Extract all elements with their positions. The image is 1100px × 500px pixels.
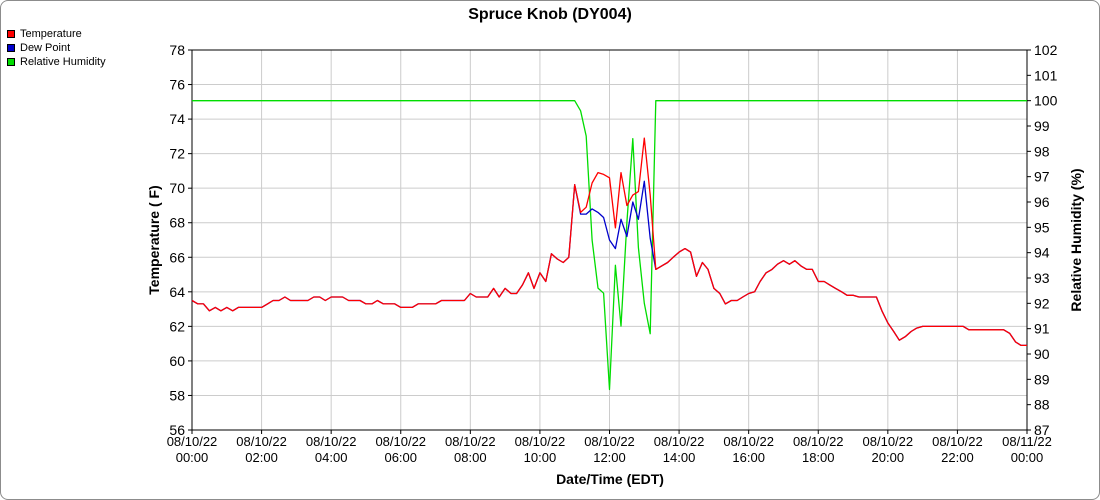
x-tick-label-date: 08/10/22 (932, 434, 983, 449)
y-tick-label: 74 (169, 111, 185, 127)
y-tick-label: 58 (169, 387, 185, 403)
y2-tick-label: 93 (1034, 270, 1050, 286)
legend-item-dew-point: Dew Point (7, 41, 106, 55)
y-axis-label: Temperature ( F) (146, 185, 162, 294)
y-tick-label: 60 (169, 353, 185, 369)
x-tick-label-date: 08/10/22 (793, 434, 844, 449)
series-layer (191, 100, 1027, 391)
x-tick-label-date: 08/10/22 (167, 434, 218, 449)
x-tick-label-time: 10:00 (524, 450, 557, 465)
legend-item-temperature: Temperature (7, 27, 106, 41)
x-tick-label-time: 16:00 (732, 450, 765, 465)
x-tick-label-date: 08/11/22 (1002, 434, 1052, 449)
x-tick-label-time: 22:00 (941, 450, 974, 465)
temperature-line (191, 137, 1027, 347)
legend-label-temperature: Temperature (20, 28, 82, 40)
y-tick-label: 64 (169, 284, 185, 300)
y2-tick-label: 91 (1034, 321, 1050, 337)
legend-label-dew-point: Dew Point (20, 42, 71, 54)
y2-tick-label: 96 (1034, 194, 1050, 210)
x-tick-label-time: 14:00 (663, 450, 696, 465)
y2-tick-label: 98 (1034, 143, 1050, 159)
y-tick-label: 68 (169, 215, 185, 231)
y-tick-label: 56 (169, 422, 185, 438)
x-tick-label-time: 12:00 (593, 450, 626, 465)
y2-tick-label: 100 (1034, 93, 1058, 109)
y2-tick-label: 102 (1034, 42, 1058, 58)
x-tick-label-date: 08/10/22 (723, 434, 774, 449)
x-tick-label-date: 08/10/22 (584, 434, 635, 449)
y2-tick-label: 89 (1034, 371, 1050, 387)
legend: Temperature Dew Point Relative Humidity (7, 27, 106, 69)
x-tick-label-time: 08:00 (454, 450, 487, 465)
x-tick-label-date: 08/10/22 (236, 434, 287, 449)
chart-title: Spruce Knob (DY004) (468, 6, 632, 23)
y-tick-label: 66 (169, 249, 185, 265)
plot-border (191, 49, 1028, 431)
x-tick-label-date: 08/10/22 (515, 434, 566, 449)
x-tick-label-date: 08/10/22 (375, 434, 426, 449)
x-tick-label-date: 08/10/22 (445, 434, 496, 449)
x-tick-label-date: 08/10/22 (654, 434, 705, 449)
x-tick-label-time: 02:00 (245, 450, 278, 465)
relative-humidity-line (192, 100, 1027, 391)
y2-tick-label: 87 (1034, 422, 1050, 438)
y2-tick-label: 92 (1034, 295, 1050, 311)
x-tick-label-date: 08/10/22 (306, 434, 357, 449)
y2-tick-label: 90 (1034, 346, 1050, 362)
x-axis-label: Date/Time (EDT) (556, 471, 664, 487)
y2-axis-label: Relative Humidity (%) (1068, 168, 1084, 311)
x-tick-label-time: 20:00 (872, 450, 905, 465)
x-tick-label-time: 00:00 (1011, 450, 1044, 465)
y2-tick-label: 99 (1034, 118, 1050, 134)
y2-tick-label: 101 (1034, 67, 1058, 83)
y-tick-label: 62 (169, 318, 185, 334)
y2-tick-label: 88 (1034, 397, 1050, 413)
x-tick-label-date: 08/10/22 (863, 434, 914, 449)
y2-tick-label: 94 (1034, 245, 1050, 261)
y-tick-label: 72 (169, 146, 185, 162)
y-tick-label: 78 (169, 42, 185, 58)
y-tick-label: 76 (169, 77, 185, 93)
y2-tick-label: 95 (1034, 219, 1050, 235)
y2-tick-label: 97 (1034, 169, 1050, 185)
legend-item-relative-humidity: Relative Humidity (7, 55, 106, 69)
axis-layer: 56 58 60 62 64 66 68 70 72 74 76 78 87 88 89 90 91 92 93 94… (167, 42, 1058, 465)
legend-swatch-dew-point (7, 44, 15, 52)
legend-swatch-relative-humidity (7, 58, 15, 66)
x-tick-label-time: 00:00 (176, 450, 209, 465)
x-tick-label-time: 06:00 (384, 450, 417, 465)
legend-swatch-temperature (7, 30, 15, 38)
legend-label-relative-humidity: Relative Humidity (20, 56, 106, 68)
x-tick-label-time: 04:00 (315, 450, 348, 465)
x-tick-label-time: 18:00 (802, 450, 835, 465)
y-tick-label: 70 (169, 180, 185, 196)
